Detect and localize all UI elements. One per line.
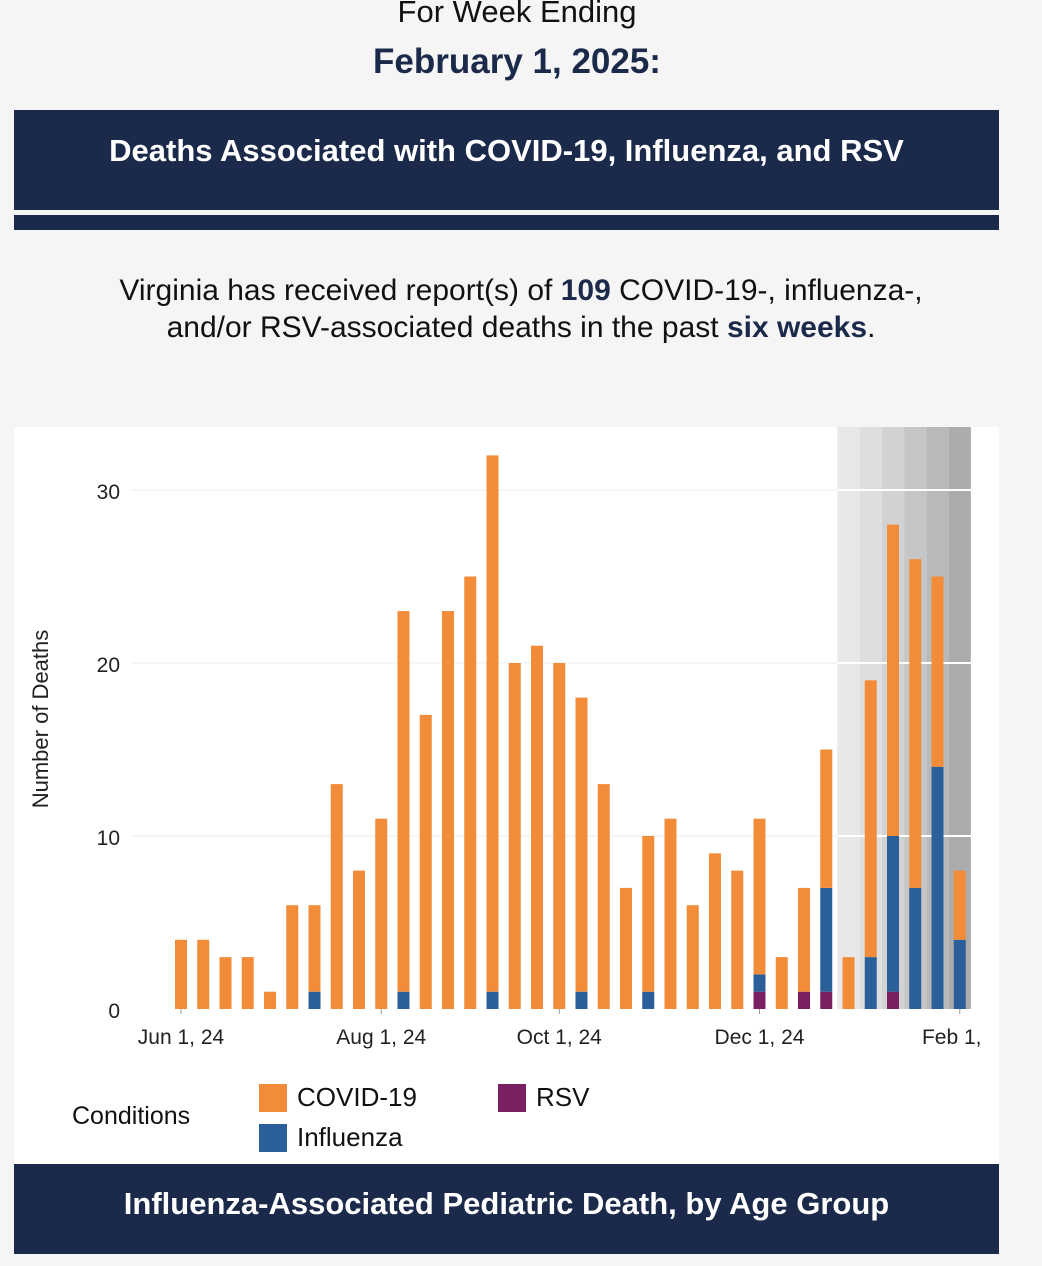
y-tick-label: 0 <box>108 1000 120 1023</box>
week-ending-date: February 1, 2025: <box>373 42 661 81</box>
bar-covid <box>864 680 877 958</box>
bar-covid <box>753 818 766 975</box>
legend-title: Conditions <box>72 1102 191 1130</box>
bar-influenza <box>887 836 899 992</box>
x-tick-label: Dec 1, 24 <box>715 1026 805 1049</box>
bar-covid <box>775 957 788 1009</box>
x-tick-label: Aug 1, 24 <box>336 1026 426 1049</box>
bar-covid <box>286 905 299 1009</box>
bar-covid <box>531 645 543 1009</box>
bar-covid <box>353 870 365 1009</box>
bar-covid <box>909 559 922 888</box>
bar-covid <box>887 524 899 836</box>
bar-influenza <box>642 991 655 1009</box>
bar-influenza <box>753 974 766 992</box>
x-tick-label: Jun 1, 24 <box>138 1026 225 1049</box>
bar-influenza <box>953 939 966 1009</box>
pediatric-death-banner: Influenza-Associated Pediatric Death, by… <box>14 1164 999 1254</box>
y-tick-label: 20 <box>97 654 120 677</box>
bar-covid <box>575 697 588 992</box>
bar-covid <box>442 611 454 1009</box>
legend-label-covid: COVID-19 <box>297 1082 417 1112</box>
bar-rsv <box>798 991 810 1009</box>
bar-covid <box>397 611 410 992</box>
banner-divider <box>14 215 999 230</box>
bar-influenza <box>486 991 499 1009</box>
bar-covid <box>709 853 721 1009</box>
bar-influenza <box>931 766 944 1009</box>
legend-swatch-influenza <box>259 1124 287 1152</box>
summary-middle2: and/or RSV-associated deaths in the past <box>166 311 727 344</box>
summary-prefix: Virginia has received report(s) of <box>119 274 561 307</box>
bar-covid <box>664 818 677 1009</box>
week-ending-label: For Week Ending <box>397 0 637 29</box>
bar-covid <box>820 749 833 888</box>
bar-covid <box>175 939 187 1009</box>
bar-covid <box>931 576 944 767</box>
bar-covid <box>642 836 655 992</box>
bar-covid <box>241 957 254 1009</box>
deaths-banner: Deaths Associated with COVID-19, Influen… <box>14 110 999 210</box>
bar-covid <box>419 714 432 1009</box>
bar-influenza <box>864 957 877 1009</box>
recent-week-shade <box>948 427 971 1009</box>
bar-covid <box>219 957 232 1009</box>
summary-death-count: 109 <box>560 274 611 307</box>
bar-rsv <box>753 991 766 1009</box>
y-tick-label: 10 <box>97 827 120 850</box>
bar-rsv <box>887 991 899 1009</box>
bar-covid <box>553 663 566 1009</box>
y-tick-label: 30 <box>97 481 120 504</box>
y-axis-title: Number of Deaths <box>28 630 53 809</box>
x-tick-label: Feb 1, <box>922 1026 982 1049</box>
bar-covid <box>308 905 321 992</box>
bar-covid <box>464 576 477 1009</box>
bar-covid <box>375 818 388 1009</box>
legend-swatch-covid <box>259 1084 287 1112</box>
recent-week-shade <box>837 427 860 1009</box>
bar-covid <box>330 784 343 1009</box>
summary-middle1: COVID-19-, influenza-, <box>610 274 923 307</box>
bar-covid <box>508 663 521 1009</box>
bar-covid <box>264 991 276 1009</box>
bar-influenza <box>308 991 321 1009</box>
summary-suffix: . <box>867 311 876 344</box>
x-tick-label: Oct 1, 24 <box>517 1026 603 1049</box>
bar-covid <box>953 870 966 940</box>
chart-panel: 0 10 20 30 Number of Deaths Jun 1, 24 Aug 1, 2… <box>14 427 999 1164</box>
bar-covid <box>597 784 610 1009</box>
deaths-stacked-bar-chart: 0 10 20 30 Number of Deaths Jun 1, 24 Aug 1, 2… <box>28 427 990 1049</box>
bar-influenza <box>575 991 588 1009</box>
bar-covid <box>842 957 855 1009</box>
bar-influenza <box>909 887 922 1009</box>
legend-label-influenza: Influenza <box>297 1122 403 1152</box>
bar-covid <box>798 887 810 992</box>
bar-rsv <box>820 991 833 1009</box>
summary-text: Virginia has received report(s) of 109 C… <box>0 272 1042 346</box>
bar-covid <box>197 939 210 1009</box>
bar-covid <box>620 887 632 1009</box>
bar-covid <box>731 870 744 1009</box>
bar-covid <box>486 455 499 992</box>
bar-influenza <box>820 887 833 992</box>
legend-label-rsv: RSV <box>536 1082 590 1112</box>
summary-period: six weeks <box>726 311 868 344</box>
bar-covid <box>686 905 699 1009</box>
legend-swatch-rsv <box>498 1084 526 1112</box>
bar-influenza <box>397 991 410 1009</box>
